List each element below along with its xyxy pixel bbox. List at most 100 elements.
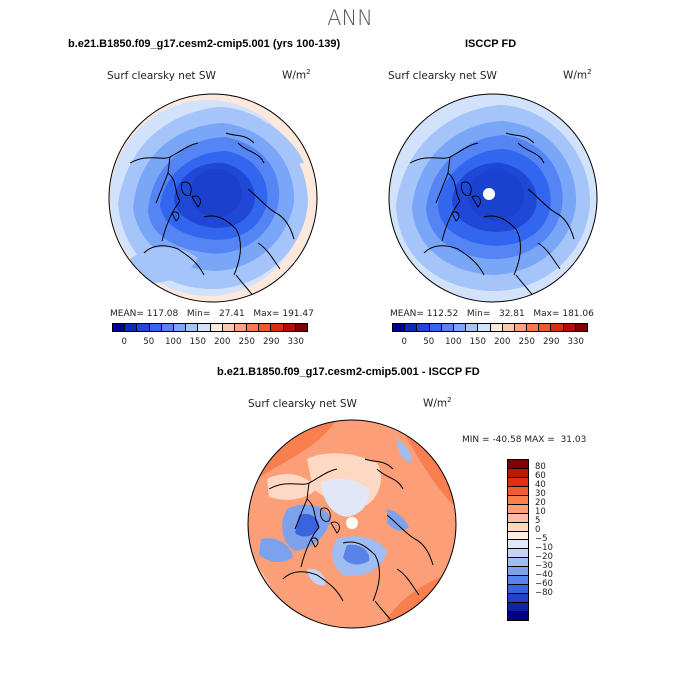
- colorbar-tick-label: −60: [535, 579, 553, 589]
- panel-2-title: ISCCP FD: [465, 38, 517, 50]
- colorbar-swatch: [149, 324, 162, 331]
- panel-2-units-label: W/m2: [563, 68, 592, 82]
- colorbar-swatch: [417, 324, 430, 331]
- page-title: ANN: [327, 6, 373, 30]
- panel-1-title: b.e21.B1850.f09_g17.cesm2-cmip5.001 (yrs…: [68, 38, 341, 50]
- panel-3-variable-label: Surf clearsky net SW: [248, 398, 357, 410]
- colorbar-tick-label: 20: [535, 498, 546, 508]
- colorbar-swatch: [508, 522, 528, 532]
- colorbar-swatch: [198, 324, 211, 331]
- colorbar-tick-label: 40: [535, 480, 546, 490]
- colorbar-swatch: [508, 504, 528, 514]
- colorbar-swatch: [247, 324, 260, 331]
- colorbar-tick-label: 30: [535, 489, 546, 499]
- panel-2-stats: MEAN= 112.52 Min= 32.81 Max= 181.06: [390, 309, 594, 319]
- panel-1-stats: MEAN= 117.08 Min= 27.41 Max= 191.47: [110, 309, 314, 319]
- colorbar-swatch: [508, 558, 528, 568]
- colorbar-swatch: [161, 324, 174, 331]
- colorbar-tick-label: 80: [535, 462, 546, 472]
- panel-3-colorbar: [507, 459, 529, 621]
- panel-1-colorbar-ticks: 0 50 100 150 200 250 290 330: [112, 337, 308, 349]
- colorbar-swatch: [429, 324, 442, 331]
- colorbar-swatch: [508, 486, 528, 496]
- colorbar-swatch: [283, 324, 296, 331]
- colorbar-swatch: [234, 324, 248, 331]
- panel-1-colorbar: [112, 323, 308, 332]
- colorbar-swatch: [502, 324, 515, 331]
- colorbar-swatch: [508, 477, 528, 487]
- colorbar-swatch: [508, 603, 528, 612]
- colorbar-tick-label: −40: [535, 570, 553, 580]
- colorbar-swatch: [563, 324, 576, 331]
- panel-3-colorbar-ticks: 80 60 40 30 20 10 5 0 −5 −10 −20 −30 −40 −60 −80: [535, 459, 575, 621]
- panel-2-variable-label: Surf clearsky net SW: [388, 70, 497, 82]
- colorbar-swatch: [508, 495, 528, 505]
- colorbar-swatch: [508, 585, 528, 595]
- colorbar-tick-label: 200: [494, 337, 511, 347]
- colorbar-swatch: [527, 324, 540, 331]
- panel-2-colorbar-ticks: 0 50 100 150 200 250 290 330: [392, 337, 588, 349]
- colorbar-tick-label: 200: [214, 337, 231, 347]
- colorbar-swatch: [393, 324, 406, 331]
- colorbar-swatch: [271, 324, 284, 331]
- colorbar-swatch: [575, 324, 587, 331]
- colorbar-tick-label: 50: [143, 337, 155, 347]
- colorbar-tick-label: 0: [121, 337, 127, 347]
- colorbar-swatch: [508, 549, 528, 559]
- colorbar-swatch: [490, 324, 503, 331]
- colorbar-tick-label: −20: [535, 552, 553, 562]
- colorbar-swatch: [441, 324, 454, 331]
- colorbar-swatch: [210, 324, 223, 331]
- colorbar-tick-label: −5: [535, 534, 548, 544]
- panel-2-colorbar: [392, 323, 588, 332]
- colorbar-swatch: [508, 611, 528, 620]
- colorbar-tick-label: 150: [189, 337, 206, 347]
- colorbar-swatch: [222, 324, 235, 331]
- colorbar-swatch: [137, 324, 150, 331]
- colorbar-swatch: [478, 324, 491, 331]
- colorbar-tick-label: 0: [401, 337, 407, 347]
- colorbar-swatch: [508, 540, 528, 550]
- colorbar-swatch: [466, 324, 479, 331]
- colorbar-tick-label: 330: [567, 337, 584, 347]
- panel-3-units-label: W/m2: [423, 396, 452, 410]
- colorbar-tick-label: 150: [469, 337, 486, 347]
- colorbar-tick-label: 100: [165, 337, 182, 347]
- colorbar-tick-label: 330: [287, 337, 304, 347]
- colorbar-swatch: [125, 324, 138, 331]
- colorbar-swatch: [405, 324, 418, 331]
- colorbar-tick-label: 100: [445, 337, 462, 347]
- colorbar-swatch: [295, 324, 307, 331]
- colorbar-swatch: [508, 531, 528, 541]
- colorbar-swatch: [113, 324, 126, 331]
- panel-3-map: [247, 419, 457, 629]
- colorbar-swatch: [539, 324, 552, 331]
- panel-3-title: b.e21.B1850.f09_g17.cesm2-cmip5.001 - IS…: [217, 366, 480, 378]
- colorbar-swatch: [453, 324, 467, 331]
- colorbar-swatch: [508, 594, 528, 603]
- colorbar-swatch: [514, 324, 528, 331]
- colorbar-tick-label: −30: [535, 561, 553, 571]
- panel-3-stats: MIN = -40.58 MAX = 31.03: [462, 435, 587, 445]
- colorbar-swatch: [508, 460, 528, 469]
- colorbar-tick-label: −10: [535, 543, 553, 553]
- colorbar-tick-label: 290: [263, 337, 280, 347]
- colorbar-swatch: [508, 567, 528, 577]
- colorbar-swatch: [259, 324, 272, 331]
- colorbar-tick-label: 50: [423, 337, 435, 347]
- colorbar-swatch: [173, 324, 187, 331]
- colorbar-tick-label: 10: [535, 507, 546, 517]
- panel-1-variable-label: Surf clearsky net SW: [107, 70, 216, 82]
- colorbar-swatch: [508, 576, 528, 586]
- colorbar-tick-label: −80: [535, 588, 553, 598]
- colorbar-tick-label: 5: [535, 516, 541, 526]
- colorbar-swatch: [551, 324, 564, 331]
- colorbar-tick-label: 290: [543, 337, 560, 347]
- colorbar-tick-label: 60: [535, 471, 546, 481]
- colorbar-tick-label: 250: [518, 337, 535, 347]
- panel-1-units-label: W/m2: [282, 68, 311, 82]
- colorbar-swatch: [186, 324, 199, 331]
- panel-2-map: [388, 93, 598, 303]
- panel-1-map: [108, 93, 318, 303]
- colorbar-swatch: [508, 513, 528, 523]
